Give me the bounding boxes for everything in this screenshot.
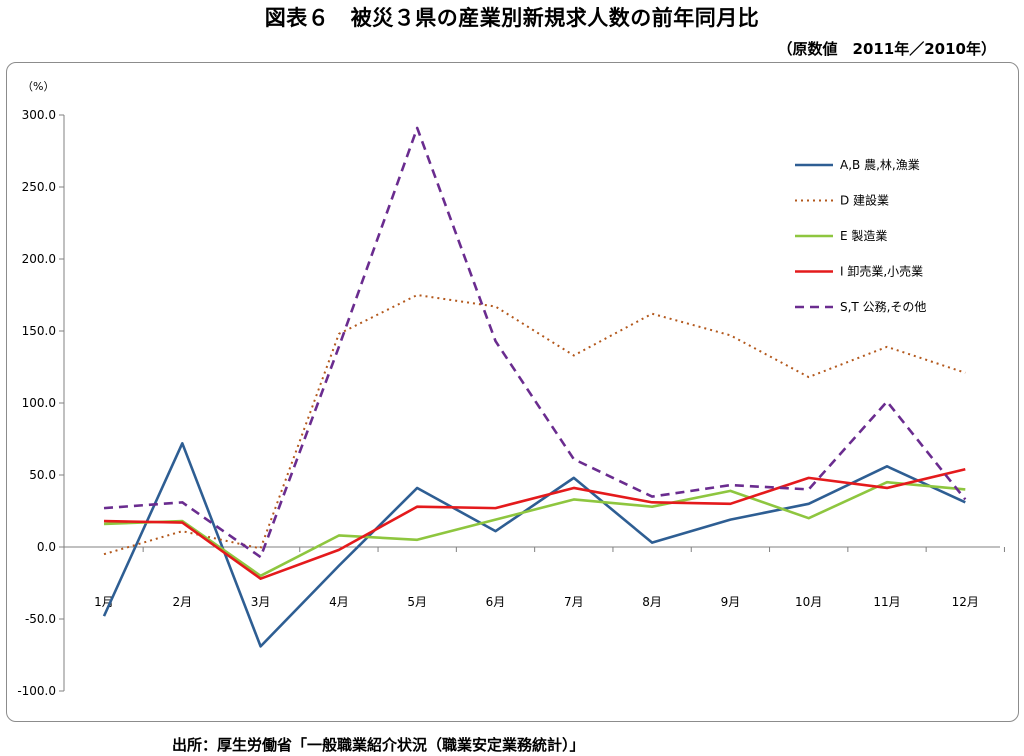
x-tick-label: 12月 [952,595,979,609]
legend-label-2: D 建設業 [840,193,889,208]
y-tick-label: 50.0 [29,468,56,482]
source-note: 出所：厚生労働省「一般職業紹介状況（職業安定業務統計）」 [172,736,585,754]
chart-frame [6,62,1019,722]
series-line-1 [102,442,966,648]
series-line-2 [103,294,966,556]
chart-title: 図表６ 被災３県の産業別新規求人数の前年同月比 [264,6,760,30]
x-tick-label: 11月 [873,595,900,609]
y-tick-label: 100.0 [22,396,56,410]
x-tick-label: 8月 [642,595,662,609]
y-unit-label: （%） [22,80,54,93]
y-tick-label: 0.0 [37,540,56,554]
y-tick-label: 300.0 [22,108,56,122]
series-line-4 [103,467,966,580]
x-tick-label: 5月 [407,595,427,609]
x-tick-label: 2月 [172,595,192,609]
y-tick-label: 150.0 [22,324,56,338]
x-tick-label: 9月 [721,595,741,609]
y-tick-label: -50.0 [25,612,56,626]
x-tick-label: 6月 [486,595,506,609]
y-tick-label: -100.0 [17,684,56,698]
series-line-5 [103,126,967,559]
y-tick-label: 200.0 [22,252,56,266]
legend-label-1: A,B 農,林,漁業 [840,158,920,172]
legend-label-3: E 製造業 [840,229,887,243]
x-tick-label: 10月 [795,595,822,609]
y-tick-label: 250.0 [22,180,56,194]
x-tick-label: 3月 [251,595,271,609]
x-tick-label: 4月 [329,595,349,609]
legend-label-5: S,T 公務,その他 [840,300,926,314]
chart-subtitle: （原数値 2011年／2010年） [777,40,997,58]
legend-label-4: I 卸売業,小売業 [840,264,923,279]
x-tick-label: 7月 [564,595,584,609]
series-line-3 [103,480,966,578]
